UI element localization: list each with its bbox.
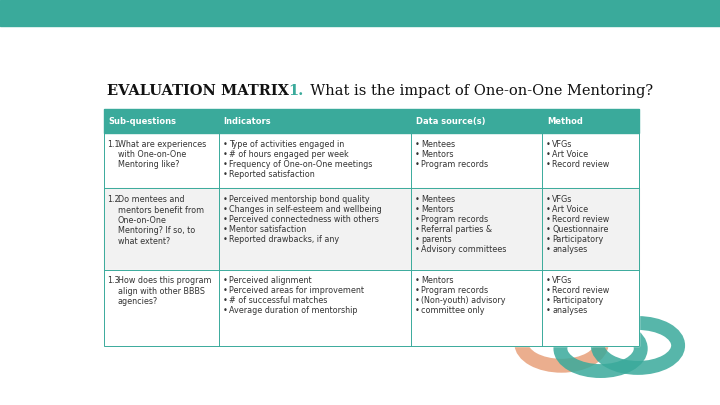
Text: Mentees: Mentees bbox=[421, 140, 456, 149]
Text: Record review: Record review bbox=[552, 215, 610, 224]
Text: Reported drawbacks, if any: Reported drawbacks, if any bbox=[229, 235, 339, 244]
Text: What is the impact of One-on-One Mentoring?: What is the impact of One-on-One Mentori… bbox=[301, 84, 653, 98]
Text: VFGs: VFGs bbox=[552, 195, 572, 204]
Text: •: • bbox=[222, 140, 228, 149]
Text: VFGs: VFGs bbox=[552, 276, 572, 286]
Text: EVALUATION MATRIX: EVALUATION MATRIX bbox=[107, 84, 289, 98]
Text: Indicators: Indicators bbox=[223, 117, 271, 126]
Text: Program records: Program records bbox=[421, 160, 488, 168]
Text: 1.3: 1.3 bbox=[107, 276, 120, 286]
Text: •: • bbox=[415, 245, 420, 254]
Text: Mentor satisfaction: Mentor satisfaction bbox=[229, 225, 306, 234]
Text: 1.2: 1.2 bbox=[107, 195, 120, 204]
Text: Perceived areas for improvement: Perceived areas for improvement bbox=[229, 286, 364, 295]
Text: Perceived alignment: Perceived alignment bbox=[229, 276, 312, 286]
Text: 1.: 1. bbox=[288, 84, 303, 98]
Text: •: • bbox=[546, 160, 551, 168]
Text: •: • bbox=[415, 160, 420, 168]
Text: Questionnaire: Questionnaire bbox=[552, 225, 608, 234]
Text: analyses: analyses bbox=[552, 245, 588, 254]
Text: Reported satisfaction: Reported satisfaction bbox=[229, 170, 315, 179]
Text: Frequency of One-on-One meetings: Frequency of One-on-One meetings bbox=[229, 160, 372, 168]
Text: •: • bbox=[222, 296, 228, 305]
Text: •: • bbox=[222, 160, 228, 168]
Text: •: • bbox=[415, 286, 420, 295]
Text: Average duration of mentorship: Average duration of mentorship bbox=[229, 306, 357, 315]
Text: Mentors: Mentors bbox=[421, 205, 454, 214]
Text: •: • bbox=[222, 276, 228, 286]
Text: Participatory: Participatory bbox=[552, 296, 603, 305]
Text: Record review: Record review bbox=[552, 160, 610, 168]
Text: •: • bbox=[222, 306, 228, 315]
Text: •: • bbox=[415, 149, 420, 159]
Text: •: • bbox=[546, 276, 551, 286]
Text: Mentors: Mentors bbox=[421, 276, 454, 286]
Text: Perceived mentorship bond quality: Perceived mentorship bond quality bbox=[229, 195, 369, 204]
Text: •: • bbox=[415, 140, 420, 149]
Text: Participatory: Participatory bbox=[552, 235, 603, 244]
Text: Mentees: Mentees bbox=[421, 195, 456, 204]
Text: •: • bbox=[415, 235, 420, 244]
Text: •: • bbox=[222, 215, 228, 224]
Text: Mentors: Mentors bbox=[421, 149, 454, 159]
Text: •: • bbox=[415, 306, 420, 315]
Bar bbox=[104, 188, 639, 269]
Text: Art Voice: Art Voice bbox=[552, 149, 588, 159]
Text: VFGs: VFGs bbox=[552, 140, 572, 149]
Text: Type of activities engaged in: Type of activities engaged in bbox=[229, 140, 344, 149]
Text: (Non-youth) advisory: (Non-youth) advisory bbox=[421, 296, 506, 305]
Text: Program records: Program records bbox=[421, 215, 488, 224]
Text: How does this program
align with other BBBS
agencies?: How does this program align with other B… bbox=[118, 276, 212, 306]
Text: •: • bbox=[546, 149, 551, 159]
Text: •: • bbox=[222, 170, 228, 179]
Text: Changes in self-esteem and wellbeing: Changes in self-esteem and wellbeing bbox=[229, 205, 382, 214]
Text: 1.1: 1.1 bbox=[107, 140, 120, 149]
Text: •: • bbox=[546, 195, 551, 204]
Text: •: • bbox=[546, 235, 551, 244]
Text: Data source(s): Data source(s) bbox=[415, 117, 485, 126]
Text: # of successful matches: # of successful matches bbox=[229, 296, 328, 305]
Text: •: • bbox=[546, 215, 551, 224]
Text: •: • bbox=[415, 296, 420, 305]
Text: Sub-questions: Sub-questions bbox=[109, 117, 176, 126]
Text: Do mentees and
mentors benefit from
One-on-One
Mentoring? If so, to
what extent?: Do mentees and mentors benefit from One-… bbox=[118, 195, 204, 246]
Text: Advisory committees: Advisory committees bbox=[421, 245, 507, 254]
Text: •: • bbox=[222, 149, 228, 159]
Text: Program records: Program records bbox=[421, 286, 488, 295]
Text: •: • bbox=[415, 276, 420, 286]
Text: parents: parents bbox=[421, 235, 452, 244]
Text: What are experiences
with One-on-One
Mentoring like?: What are experiences with One-on-One Men… bbox=[118, 140, 206, 169]
Text: •: • bbox=[546, 140, 551, 149]
Text: •: • bbox=[546, 306, 551, 315]
Text: committee only: committee only bbox=[421, 306, 485, 315]
Text: •: • bbox=[415, 225, 420, 234]
Text: analyses: analyses bbox=[552, 306, 588, 315]
Text: # of hours engaged per week: # of hours engaged per week bbox=[229, 149, 348, 159]
Text: Method: Method bbox=[546, 117, 582, 126]
Text: •: • bbox=[222, 195, 228, 204]
Text: •: • bbox=[546, 245, 551, 254]
Text: •: • bbox=[415, 215, 420, 224]
Text: Perceived connectedness with others: Perceived connectedness with others bbox=[229, 215, 379, 224]
Text: •: • bbox=[222, 205, 228, 214]
Text: •: • bbox=[222, 225, 228, 234]
Text: •: • bbox=[415, 205, 420, 214]
Text: Art Voice: Art Voice bbox=[552, 205, 588, 214]
Text: •: • bbox=[222, 235, 228, 244]
Text: •: • bbox=[546, 296, 551, 305]
Bar bbox=[104, 109, 639, 133]
Text: •: • bbox=[222, 286, 228, 295]
Text: •: • bbox=[415, 195, 420, 204]
Bar bbox=[104, 269, 639, 346]
Text: •: • bbox=[546, 225, 551, 234]
Bar bbox=[104, 133, 639, 188]
Text: •: • bbox=[546, 286, 551, 295]
Bar bbox=[104, 109, 639, 346]
Text: Referral parties &: Referral parties & bbox=[421, 225, 492, 234]
Text: Record review: Record review bbox=[552, 286, 610, 295]
Text: •: • bbox=[546, 205, 551, 214]
